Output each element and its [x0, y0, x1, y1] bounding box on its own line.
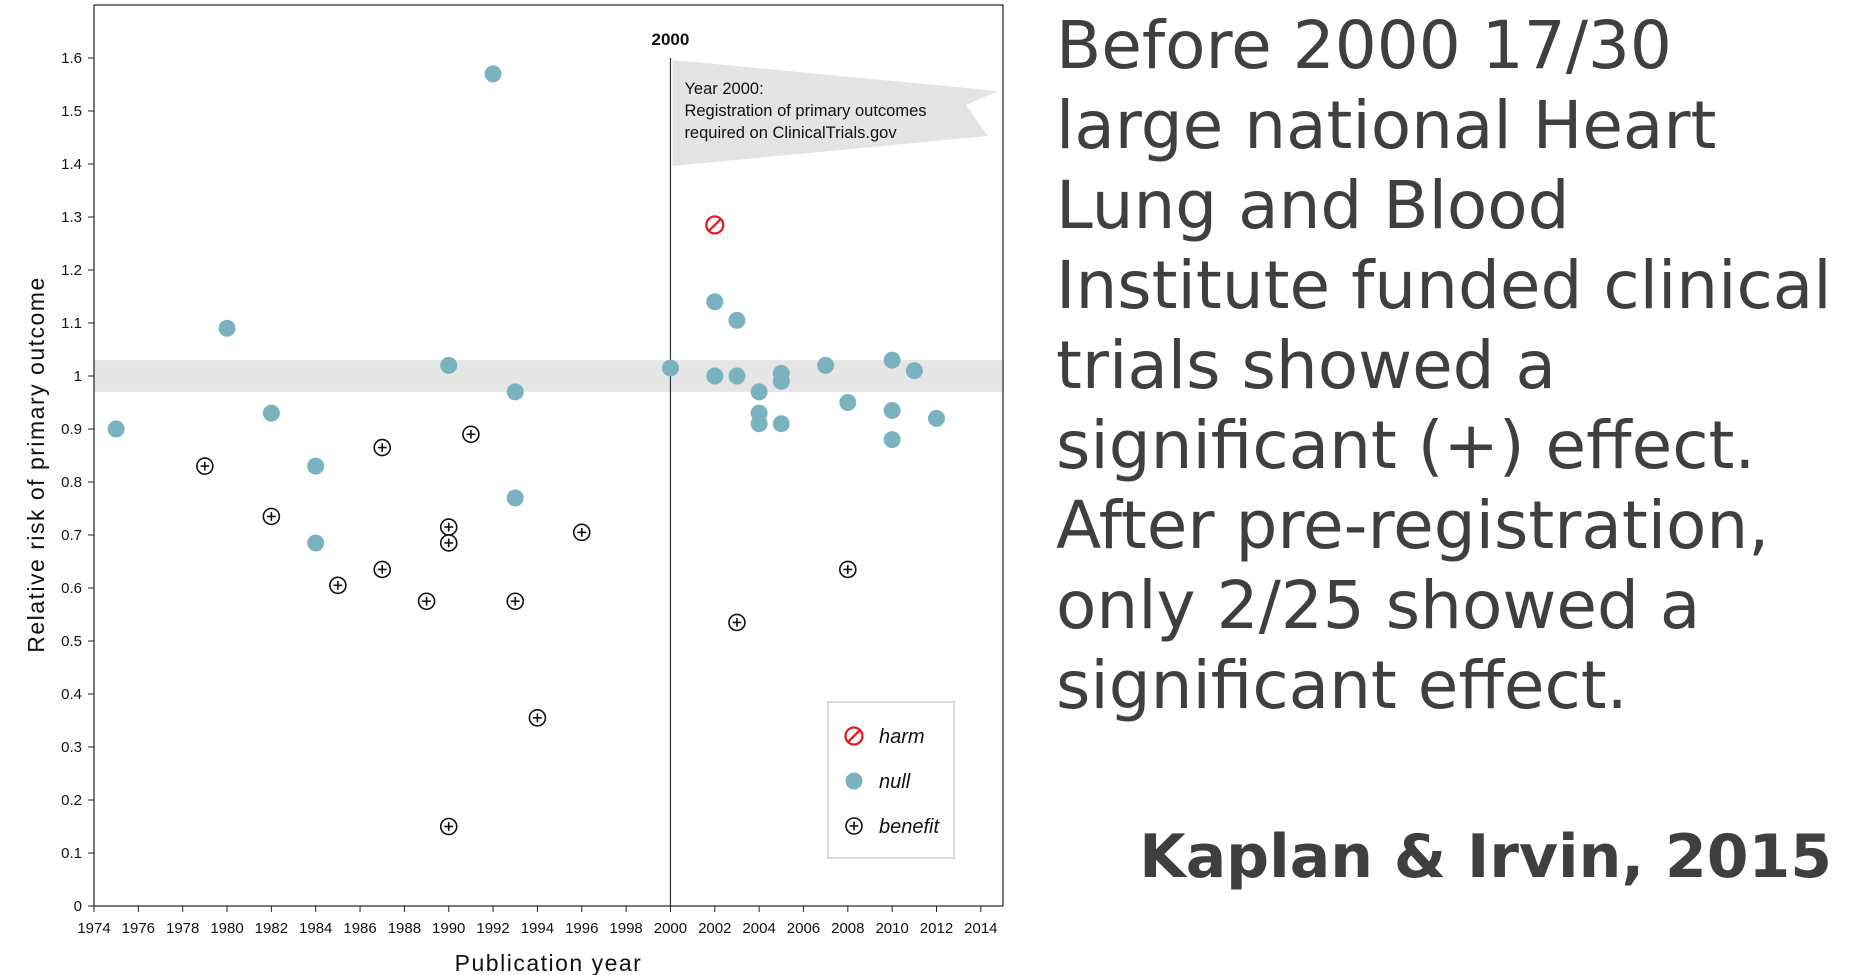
data-point-null — [661, 359, 679, 377]
y-tick-label: 0.7 — [61, 527, 82, 544]
x-tick-label: 1988 — [388, 920, 421, 937]
callout-line: Registration of primary outcomes — [684, 102, 926, 120]
data-point-null — [905, 362, 923, 380]
data-point-null — [750, 415, 768, 433]
callout-flag — [672, 60, 998, 166]
data-point-benefit — [439, 817, 458, 836]
data-point-benefit — [506, 592, 525, 611]
data-point-benefit — [262, 507, 281, 526]
y-tick-label: 1.4 — [61, 156, 82, 173]
data-point-harm — [705, 215, 725, 235]
data-point-null — [839, 394, 857, 411]
data-point-null — [706, 367, 724, 385]
data-point-null — [307, 457, 325, 475]
x-tick-label: 2010 — [875, 920, 908, 937]
data-point-null — [927, 409, 945, 427]
data-point-null — [883, 351, 901, 369]
y-tick-label: 0.1 — [61, 845, 82, 862]
x-tick-label: 1994 — [521, 920, 554, 937]
x-axis-title: Publication year — [455, 950, 643, 975]
summary-text: Before 2000 17/30 large national Heart L… — [1056, 7, 1832, 724]
y-tick-label: 1.6 — [61, 50, 82, 67]
data-point-benefit — [439, 518, 458, 536]
plot-frame — [93, 4, 1004, 907]
data-point-benefit — [528, 709, 547, 727]
y-tick-label: 1.1 — [61, 315, 82, 332]
y-tick-label: 0.9 — [61, 421, 82, 438]
data-point-null — [484, 65, 502, 83]
data-point-benefit — [439, 534, 458, 552]
data-point-benefit — [839, 560, 857, 579]
x-tick-label: 2006 — [787, 920, 820, 937]
x-tick-label: 1984 — [299, 920, 332, 937]
legend-marker-harm — [844, 726, 864, 746]
x-tick-label: 1992 — [476, 920, 509, 937]
legend-label-harm: harm — [879, 726, 925, 748]
citation: Kaplan & Irvin, 2015 — [1139, 822, 1832, 892]
scatter-chart: 0 0.1 0.2 0.3 0.4 0.5 0.6 0.7 0.8 0.9 1 1.1 1.2 1.3 1.… — [23, 4, 1004, 975]
x-tick-label: 2014 — [964, 920, 997, 937]
data-point-benefit — [728, 613, 746, 632]
data-point-benefit — [196, 457, 214, 475]
x-tick-label: 1974 — [77, 920, 110, 937]
legend-marker-benefit — [845, 817, 863, 835]
y-tick-label: 1 — [74, 368, 82, 385]
y-tick-label: 0.4 — [61, 686, 82, 703]
data-point-null — [506, 383, 524, 401]
y-tick-label: 0 — [74, 898, 82, 915]
legend-label-null: null — [879, 771, 911, 793]
y-tick-label: 0.5 — [61, 633, 82, 650]
data-point-null — [262, 404, 280, 422]
x-tick-label: 1998 — [609, 920, 642, 937]
x-tick-label: 1990 — [432, 920, 465, 937]
reference-band — [94, 360, 1003, 392]
y-tick-label: 0.2 — [61, 792, 82, 809]
y-tick-label: 1.3 — [61, 209, 82, 226]
x-tick-label: 1986 — [343, 920, 376, 937]
y-tick-label: 0.8 — [61, 474, 82, 491]
x-tick-label: 1996 — [565, 920, 598, 937]
legend-label-benefit: benefit — [879, 816, 940, 838]
y-tick-label: 0.3 — [61, 739, 82, 756]
data-point-null — [506, 489, 524, 507]
data-point-null — [440, 356, 458, 374]
y-axis-title: Relative risk of primary outcome — [23, 276, 49, 653]
vline-label: 2000 — [652, 30, 690, 49]
x-tick-label: 2012 — [920, 920, 953, 937]
callout-line: required on ClinicalTrials.gov — [684, 124, 897, 142]
data-point-benefit — [462, 425, 480, 444]
data-point-benefit — [417, 592, 436, 611]
x-tick-label: 2008 — [831, 920, 864, 937]
x-tick-label: 1980 — [210, 920, 243, 937]
data-point-null — [817, 356, 835, 374]
x-tick-label: 1982 — [255, 920, 288, 937]
data-point-null — [883, 401, 901, 419]
data-point-null — [218, 319, 236, 337]
x-tick-label: 2000 — [654, 920, 687, 937]
data-point-benefit — [373, 438, 392, 457]
y-tick-label: 1.2 — [61, 262, 82, 279]
data-point-benefit — [373, 560, 392, 579]
callout-line: Year 2000: — [684, 80, 763, 98]
legend-marker-null — [845, 772, 863, 790]
data-point-null — [750, 383, 768, 401]
data-point-null — [706, 293, 724, 311]
data-point-null — [883, 431, 901, 449]
y-tick-label: 1.5 — [61, 103, 82, 120]
data-point-null — [107, 420, 125, 438]
y-tick-label: 0.6 — [61, 580, 82, 597]
x-tick-label: 2004 — [742, 920, 775, 937]
data-point-null — [307, 534, 325, 552]
data-point-benefit — [572, 523, 591, 542]
data-point-benefit — [329, 576, 347, 595]
x-tick-label: 1978 — [166, 920, 199, 937]
data-point-null — [772, 415, 790, 433]
x-tick-label: 1976 — [122, 920, 155, 937]
data-point-null — [728, 367, 746, 385]
data-point-null — [728, 311, 746, 329]
x-tick-label: 2002 — [698, 920, 731, 937]
data-point-null — [772, 372, 790, 390]
